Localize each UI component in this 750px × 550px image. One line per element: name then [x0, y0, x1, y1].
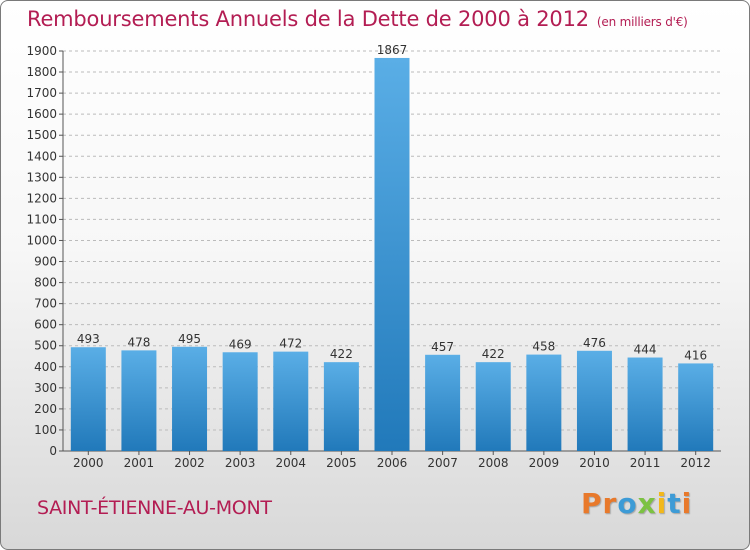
- x-tick-label: 2003: [225, 456, 256, 470]
- data-label: 1867: [377, 43, 408, 57]
- chart-subtitle: (en milliers d'€): [596, 15, 688, 29]
- x-tick-label: 2004: [275, 456, 306, 470]
- bar-2003: [222, 352, 258, 451]
- y-tick-label: 1500: [26, 128, 57, 142]
- brand-letter: i: [681, 487, 693, 520]
- data-label: 444: [634, 343, 657, 357]
- x-tick-label: 2006: [377, 456, 408, 470]
- y-tick-label: 1100: [26, 212, 57, 226]
- data-label: 469: [229, 337, 252, 351]
- data-label: 416: [684, 348, 707, 362]
- data-label: 422: [482, 347, 505, 361]
- y-tick-label: 800: [34, 276, 57, 290]
- x-tick-label: 2010: [579, 456, 610, 470]
- data-label: 476: [583, 336, 606, 350]
- brand-letter: o: [617, 487, 638, 520]
- x-tick-label: 2012: [680, 456, 711, 470]
- bar-2004: [273, 351, 309, 451]
- x-tick-label: 2011: [630, 456, 661, 470]
- chart-title-text: Remboursements Annuels de la Dette de 20…: [27, 7, 589, 31]
- brand-letter: r: [602, 487, 618, 520]
- data-label: 458: [532, 340, 555, 354]
- y-tick-label: 1700: [26, 86, 57, 100]
- y-tick-label: 1400: [26, 149, 57, 163]
- y-tick-labels: 0 100 200 300 400 500 600 700 800 900 1000 1100 1200…: [26, 44, 57, 458]
- x-tick-label: 2009: [529, 456, 560, 470]
- x-tick-label: 2008: [478, 456, 509, 470]
- bar-2011: [627, 357, 663, 451]
- y-tick-label: 200: [34, 402, 57, 416]
- data-label: 472: [279, 337, 302, 351]
- bar-2001: [121, 350, 157, 451]
- x-tick-label: 2001: [124, 456, 155, 470]
- data-label: 478: [127, 335, 150, 349]
- data-label: 457: [431, 340, 454, 354]
- bar-2007: [425, 354, 461, 451]
- bar-2005: [323, 362, 359, 451]
- bar-2010: [576, 350, 612, 451]
- y-tick-label: 400: [34, 360, 57, 374]
- brand-letter: i: [656, 487, 668, 520]
- brand-letter: t: [667, 487, 682, 520]
- data-label: 495: [178, 332, 201, 346]
- bar-2002: [172, 346, 208, 451]
- y-tick-label: 600: [34, 318, 57, 332]
- y-tick-label: 1800: [26, 65, 57, 79]
- x-tick-labels: 2000 2001 2002 2003 2004 2005 2006 2007 2008 2009…: [73, 451, 711, 470]
- bar-2008: [475, 362, 511, 451]
- y-tick-label: 1000: [26, 233, 57, 247]
- y-tick-label: 1200: [26, 191, 57, 205]
- y-tick-label: 1600: [26, 107, 57, 121]
- x-tick-label: 2002: [174, 456, 205, 470]
- y-tick-label: 900: [34, 255, 57, 269]
- brand-logo: Proxiti: [581, 487, 692, 520]
- brand-letter: x: [637, 487, 657, 520]
- brand-letter: P: [581, 487, 603, 520]
- data-label: 493: [77, 332, 100, 346]
- y-tick-label: 1300: [26, 170, 57, 184]
- y-tick-label: 300: [34, 381, 57, 395]
- x-tick-label: 2000: [73, 456, 104, 470]
- y-tick-label: 1900: [26, 44, 57, 58]
- x-tick-label: 2007: [427, 456, 458, 470]
- bar-2012: [678, 363, 714, 451]
- bar-2009: [526, 354, 562, 451]
- y-tick-label: 500: [34, 339, 57, 353]
- bar-2000: [70, 347, 106, 451]
- x-tick-label: 2005: [326, 456, 357, 470]
- data-labels: 493 478 495 469 472 422 1867 457 422 458 476 444 416: [77, 43, 707, 362]
- y-tick-label: 700: [34, 297, 57, 311]
- y-tick-label: 0: [49, 444, 57, 458]
- data-label: 422: [330, 347, 353, 361]
- city-name: SAINT-ÉTIENNE-AU-MONT: [37, 497, 272, 519]
- y-tick-label: 100: [34, 423, 57, 437]
- bars: [70, 57, 714, 452]
- chart-title: Remboursements Annuels de la Dette de 20…: [27, 7, 688, 31]
- bar-2006: [374, 57, 410, 452]
